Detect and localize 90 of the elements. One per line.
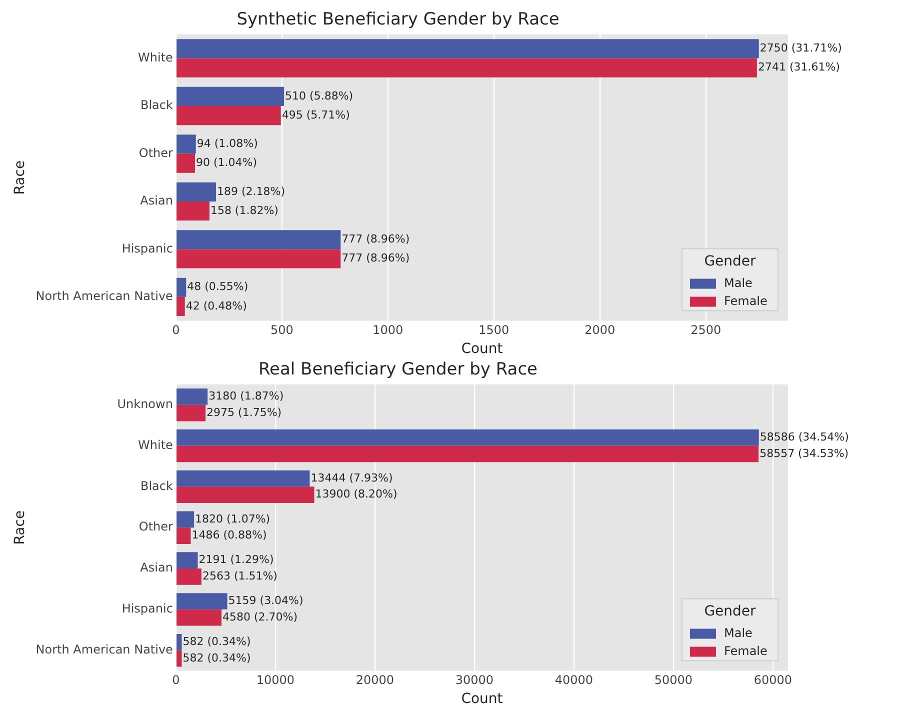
bar xyxy=(176,134,196,154)
bar xyxy=(176,486,314,504)
data-label: 158 (1.82%) xyxy=(210,204,278,217)
chart-title: Real Beneficiary Gender by Race xyxy=(258,360,538,380)
x-tick-label: 50000 xyxy=(654,673,693,688)
legend-label: Female xyxy=(724,644,768,658)
x-tick-label: 30000 xyxy=(455,673,494,688)
data-label: 582 (0.34%) xyxy=(182,635,251,648)
y-tick-label: Asian xyxy=(140,194,173,208)
y-tick-label: Other xyxy=(138,520,174,534)
data-label: 1820 (1.07%) xyxy=(195,512,270,526)
bar xyxy=(176,568,202,585)
y-tick-label: White xyxy=(138,50,173,64)
data-label: 495 (5.71%) xyxy=(282,108,350,122)
y-tick-label: Other xyxy=(138,146,174,160)
bar xyxy=(176,39,759,58)
bar xyxy=(176,650,182,667)
x-tick-label: 1500 xyxy=(478,323,510,338)
bar xyxy=(176,58,757,78)
bar xyxy=(176,446,759,462)
bar xyxy=(176,86,284,106)
data-label: 4580 (2.70%) xyxy=(222,610,298,624)
bar xyxy=(176,154,196,173)
x-tick-label: 10000 xyxy=(256,673,295,688)
x-tick-label: 500 xyxy=(270,323,294,338)
bar xyxy=(176,278,186,297)
y-tick-label: Hispanic xyxy=(122,241,173,256)
data-label: 2191 (1.29%) xyxy=(198,553,274,566)
data-label: 582 (0.34%) xyxy=(182,651,251,664)
y-tick-label: White xyxy=(138,438,173,452)
y-tick-label: Unknown xyxy=(117,396,173,411)
data-label: 48 (0.55%) xyxy=(187,280,248,294)
bar xyxy=(176,552,198,569)
data-label: 3180 (1.87%) xyxy=(208,390,284,403)
x-tick-label: 1000 xyxy=(372,323,404,338)
bar xyxy=(176,201,210,221)
data-label: 2563 (1.51%) xyxy=(202,570,278,583)
y-tick-label: North American Native xyxy=(36,642,173,656)
data-label: 2975 (1.75%) xyxy=(206,406,282,419)
data-label: 5159 (3.04%) xyxy=(228,594,304,608)
legend-label: Male xyxy=(724,276,752,290)
legend-label: Male xyxy=(724,626,752,640)
y-tick-label: Hispanic xyxy=(122,602,173,616)
bar xyxy=(176,634,182,650)
bar xyxy=(176,296,185,316)
bar xyxy=(176,609,222,626)
data-label: 58557 (34.53%) xyxy=(760,446,849,460)
bar xyxy=(176,404,206,422)
bar xyxy=(176,429,759,446)
x-tick-label: 2000 xyxy=(584,323,616,338)
x-tick-label: 0 xyxy=(172,673,180,688)
data-label: 58586 (34.54%) xyxy=(760,430,849,444)
legend-label: Female xyxy=(724,294,768,308)
y-tick-label: Black xyxy=(140,98,173,112)
data-label: 42 (0.48%) xyxy=(186,299,247,312)
y-tick-label: North American Native xyxy=(36,289,173,304)
x-tick-label: 2500 xyxy=(690,323,722,338)
x-axis-title: Count xyxy=(461,691,504,708)
bar xyxy=(176,249,341,268)
data-label: 1486 (0.88%) xyxy=(192,528,267,542)
x-tick-label: 40000 xyxy=(554,673,594,688)
y-axis-title: Race xyxy=(12,510,28,545)
y-tick-label: Asian xyxy=(140,560,173,575)
bar xyxy=(176,182,216,202)
bar xyxy=(176,388,208,405)
x-axis-title: Count xyxy=(461,341,504,358)
legend-title: Gender xyxy=(704,253,756,270)
data-label: 13444 (7.93%) xyxy=(310,471,393,484)
x-tick-label: 60000 xyxy=(754,673,792,688)
data-label: 13900 (8.20%) xyxy=(315,488,398,501)
data-label: 189 (2.18%) xyxy=(217,184,286,198)
legend-title: Gender xyxy=(704,603,756,620)
y-tick-label: Black xyxy=(140,478,173,493)
data-label: 777 (8.96%) xyxy=(342,232,410,246)
data-label: 2750 (31.71%) xyxy=(760,42,842,55)
data-label: 510 (5.88%) xyxy=(285,89,354,102)
bar xyxy=(176,106,281,126)
bar xyxy=(176,511,194,528)
bar xyxy=(176,470,310,487)
bar xyxy=(176,230,341,250)
bar xyxy=(176,528,191,544)
data-label: 777 (8.96%) xyxy=(342,252,410,265)
x-tick-label: 20000 xyxy=(356,673,394,688)
bar xyxy=(176,593,228,610)
y-axis-title: Race xyxy=(12,160,28,195)
data-label: 90 (1.04%) xyxy=(196,156,258,170)
data-label: 2741 (31.61%) xyxy=(758,60,840,74)
x-tick-label: 0 xyxy=(172,323,180,338)
chart-title: Synthetic Beneficiary Gender by Race xyxy=(236,10,560,30)
data-label: 94 (1.08%) xyxy=(196,137,258,150)
